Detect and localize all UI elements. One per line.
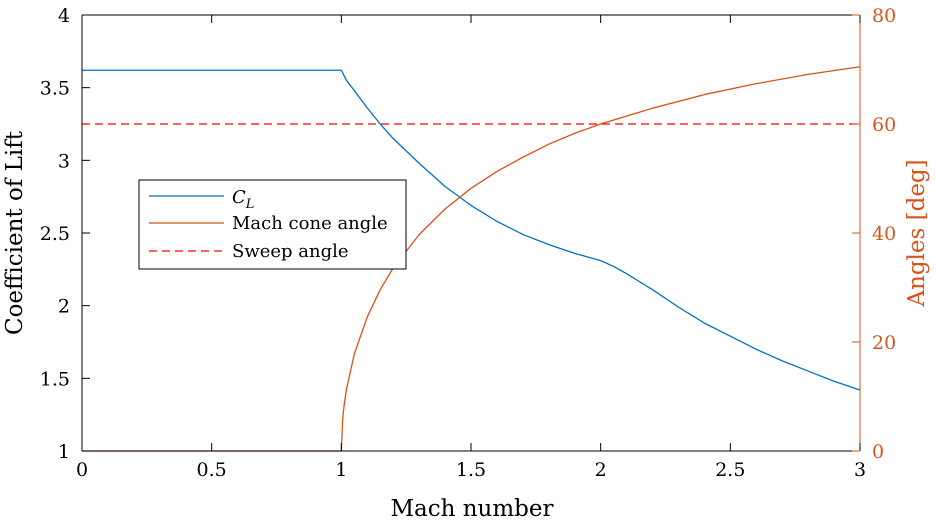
series-line-cl	[82, 69, 861, 391]
legend-box	[138, 179, 407, 270]
y-left-tick-label: 1	[58, 441, 70, 463]
y-left-tick-label: 2	[58, 296, 70, 318]
x-tick-label: 2	[595, 459, 607, 481]
y-axis-left-title: Coefficient of Lift	[2, 130, 28, 335]
y-right-tick-label: 60	[872, 114, 896, 136]
x-tick-label: 0.5	[197, 459, 227, 481]
x-tick-label: 3	[854, 459, 866, 481]
legend-label-mach-cone: Mach cone angle	[232, 213, 388, 234]
y-right-tick-label: 80	[872, 5, 896, 27]
y-right-tick-label: 20	[872, 332, 896, 354]
legend: CL Mach cone angle Sweep angle	[138, 179, 407, 270]
y-left-tick-label: 4	[58, 5, 70, 27]
y-right-tick-label: 40	[872, 223, 896, 245]
y-left-tick-label: 3	[58, 150, 70, 172]
series-line-mach-cone-angle	[82, 66, 861, 452]
legend-label-cl: CL	[232, 187, 254, 212]
x-tick-label: 0	[76, 459, 88, 481]
y-axis-right-title: Angles [deg]	[904, 159, 930, 307]
y-left-tick-label: 3.5	[40, 78, 70, 100]
legend-cl-main: C	[232, 187, 246, 208]
x-tick-label: 1.5	[456, 459, 486, 481]
legend-cl-sub: L	[245, 197, 255, 212]
x-axis-title: Mach number	[390, 496, 553, 522]
plot-lines	[82, 66, 861, 452]
y-right-tick-label: 0	[872, 441, 884, 463]
x-tick-label: 1	[335, 459, 347, 481]
y-left-tick-label: 2.5	[40, 223, 70, 245]
x-tick-label: 2.5	[715, 459, 745, 481]
y-left-tick-label: 1.5	[40, 368, 70, 390]
legend-label-sweep: Sweep angle	[232, 241, 349, 262]
